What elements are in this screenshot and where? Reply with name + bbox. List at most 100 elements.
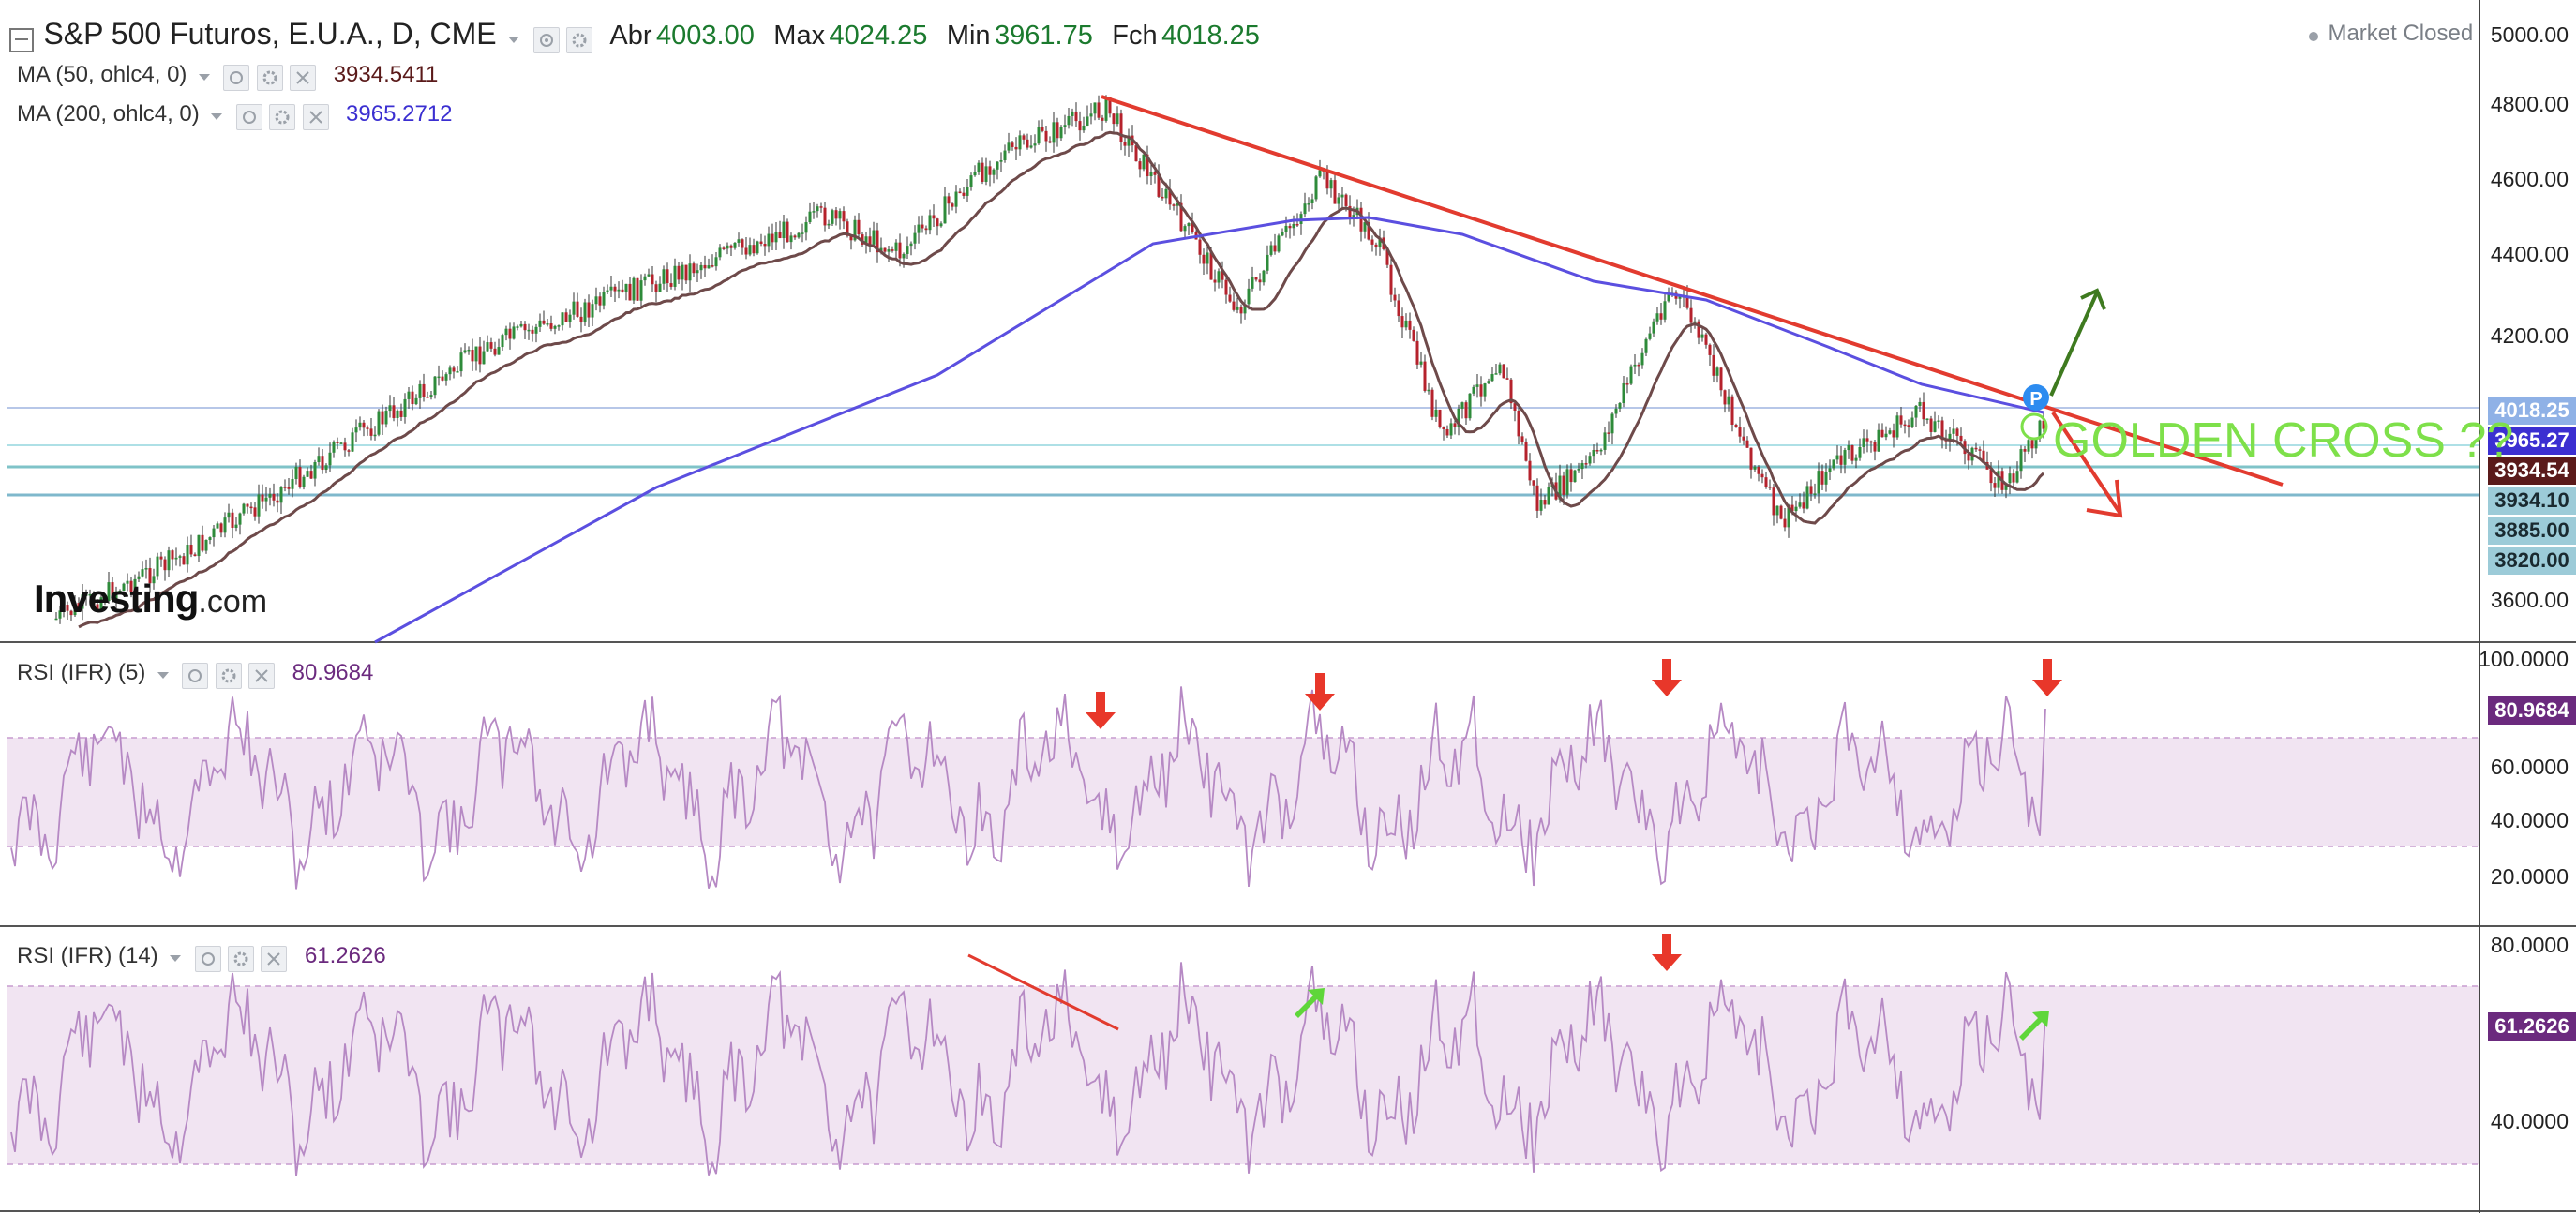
candle-body[interactable] [1922, 401, 1925, 420]
candle-body[interactable] [1415, 340, 1419, 365]
candle-body[interactable] [148, 568, 152, 584]
candle-body[interactable] [321, 456, 324, 471]
candle-body[interactable] [1809, 486, 1813, 494]
candle-body[interactable] [516, 326, 519, 328]
buy-signal-arrow-icon[interactable] [1295, 988, 1325, 1018]
candle-body[interactable] [396, 410, 399, 418]
candle-body[interactable] [351, 432, 354, 452]
candle-body[interactable] [1310, 199, 1314, 204]
candle-body[interactable] [1318, 170, 1322, 177]
candle-body[interactable] [1191, 223, 1194, 232]
candle-body[interactable] [1303, 203, 1307, 215]
candle-body[interactable] [493, 348, 497, 355]
candle-body[interactable] [1176, 202, 1179, 206]
candle-body[interactable] [467, 349, 471, 352]
candle-body[interactable] [1948, 433, 1952, 442]
candle-body[interactable] [1014, 146, 1018, 150]
candle-body[interactable] [238, 513, 242, 525]
candle-body[interactable] [966, 187, 969, 196]
candle-body[interactable] [748, 245, 752, 255]
candle-body[interactable] [332, 442, 336, 453]
candle-body[interactable] [1026, 139, 1029, 148]
candle-body[interactable] [302, 476, 306, 487]
candle-body[interactable] [594, 296, 598, 305]
candle-body[interactable] [1952, 428, 1955, 434]
ma50-legend[interactable]: MA (50, ohlc4, 0) 3934.5411 [17, 62, 438, 91]
candle-body[interactable] [174, 557, 178, 560]
candle-body[interactable] [1041, 127, 1044, 131]
candle-body[interactable] [144, 568, 148, 570]
rsi5-line[interactable] [10, 686, 2046, 890]
candle-body[interactable] [1074, 111, 1078, 122]
candle-body[interactable] [1539, 500, 1543, 511]
candle-body[interactable] [692, 263, 696, 274]
candle-body[interactable] [921, 224, 924, 229]
candle-body[interactable] [231, 512, 234, 528]
candle-body[interactable] [654, 284, 658, 292]
candle-body[interactable] [73, 603, 77, 616]
candle-body[interactable] [369, 428, 373, 436]
candle-body[interactable] [1217, 271, 1221, 283]
candle-body[interactable] [1247, 288, 1251, 305]
candle-body[interactable] [343, 442, 347, 451]
candle-body[interactable] [534, 326, 538, 334]
candle-body[interactable] [523, 323, 527, 331]
candle-body[interactable] [1412, 329, 1415, 341]
candle-body[interactable] [1472, 386, 1475, 394]
candle-body[interactable] [1588, 456, 1592, 464]
candle-body[interactable] [212, 528, 216, 538]
candle-body[interactable] [1277, 235, 1281, 252]
candle-body[interactable] [913, 232, 917, 244]
candle-body[interactable] [707, 265, 711, 269]
candle-body[interactable] [242, 503, 246, 514]
candle-body[interactable] [666, 269, 669, 284]
candle-body[interactable] [864, 236, 868, 245]
candle-body[interactable] [771, 233, 774, 243]
candle-body[interactable] [703, 264, 707, 269]
candle-body[interactable] [1101, 117, 1104, 121]
candle-body[interactable] [2042, 420, 2045, 429]
candle-body[interactable] [384, 411, 388, 425]
candle-body[interactable] [1610, 413, 1614, 434]
candle-body[interactable] [1982, 450, 1985, 462]
candle-body[interactable] [1487, 381, 1490, 384]
candle-body[interactable] [804, 222, 808, 233]
candle-body[interactable] [542, 320, 546, 324]
candle-body[interactable] [219, 523, 223, 533]
candle-body[interactable] [1528, 460, 1532, 481]
candle-body[interactable] [1719, 367, 1723, 391]
candle-body[interactable] [1817, 471, 1820, 494]
candle-body[interactable] [1127, 135, 1131, 146]
candle-body[interactable] [1820, 471, 1824, 485]
candle-body[interactable] [1134, 145, 1138, 162]
candle-body[interactable] [1502, 364, 1505, 379]
arrow-down-drawing[interactable] [2051, 411, 2123, 518]
candle-body[interactable] [643, 276, 647, 281]
candle-body[interactable] [1236, 306, 1239, 310]
candle-body[interactable] [1378, 237, 1382, 248]
candle-body[interactable] [1640, 352, 1644, 366]
rsi14-gear-icon[interactable] [228, 945, 255, 972]
candle-body[interactable] [84, 594, 88, 596]
candle-body[interactable] [1370, 239, 1374, 245]
candle-body[interactable] [1873, 442, 1877, 452]
candle-body[interactable] [1877, 429, 1880, 452]
candle-body[interactable] [1888, 430, 1892, 434]
candle-body[interactable] [1569, 469, 1573, 483]
candle-body[interactable] [774, 232, 778, 243]
candle-body[interactable] [1937, 420, 1940, 422]
candle-body[interactable] [272, 493, 276, 501]
candle-body[interactable] [789, 235, 793, 243]
candle-body[interactable] [1884, 433, 1888, 438]
candle-body[interactable] [411, 391, 414, 405]
candle-body[interactable] [572, 301, 576, 315]
candle-body[interactable] [1862, 438, 1865, 447]
candle-body[interactable] [1993, 483, 1997, 488]
candle-body[interactable] [1832, 459, 1835, 469]
candle-body[interactable] [279, 487, 283, 503]
candle-body[interactable] [1202, 254, 1206, 264]
candle-body[interactable] [1221, 271, 1224, 280]
candle-body[interactable] [1997, 471, 2000, 488]
candle-body[interactable] [366, 427, 369, 429]
candle-body[interactable] [812, 211, 816, 213]
